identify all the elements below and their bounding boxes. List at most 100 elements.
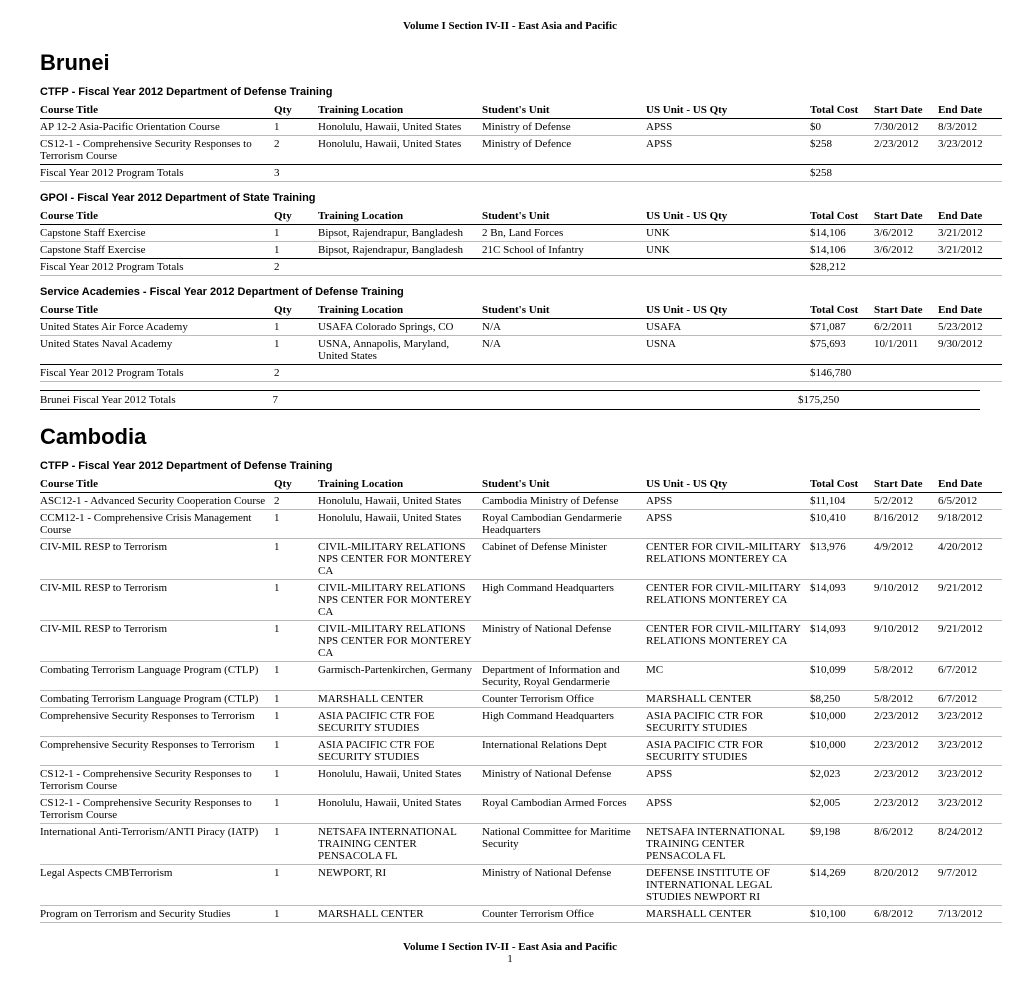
cell-title: CIV-MIL RESP to Terrorism — [40, 621, 274, 662]
cell-title: United States Naval Academy — [40, 336, 274, 365]
cell-cost: $10,000 — [810, 708, 874, 737]
column-header-start: Start Date — [874, 476, 938, 493]
cell-qty: 1 — [274, 795, 318, 824]
training-table: Course TitleQtyTraining LocationStudent'… — [40, 102, 1002, 182]
cell-loc: Honolulu, Hawaii, United States — [318, 510, 482, 539]
column-header-unit: Student's Unit — [482, 102, 646, 119]
cell-end: 7/13/2012 — [938, 906, 1002, 923]
cell-loc: Bipsot, Rajendrapur, Bangladesh — [318, 242, 482, 259]
cell-start: 2/23/2012 — [874, 766, 938, 795]
cell-unit: Department of Information and Security, … — [482, 662, 646, 691]
cell-start: 9/10/2012 — [874, 580, 938, 621]
cell-title: Comprehensive Security Responses to Terr… — [40, 737, 274, 766]
training-table: Course TitleQtyTraining LocationStudent'… — [40, 476, 1002, 923]
cell-end: 6/7/2012 — [938, 691, 1002, 708]
cell-cost: $10,000 — [810, 737, 874, 766]
cell-loc: CIVIL-MILITARY RELATIONS NPS CENTER FOR … — [318, 621, 482, 662]
cell-title: AP 12-2 Asia-Pacific Orientation Course — [40, 119, 274, 136]
cell-unit: High Command Headquarters — [482, 580, 646, 621]
cell-start: 2/23/2012 — [874, 795, 938, 824]
cell-start: 9/10/2012 — [874, 621, 938, 662]
cell-title: Capstone Staff Exercise — [40, 242, 274, 259]
cell-start: 5/8/2012 — [874, 691, 938, 708]
cell-unit: National Committee for Maritime Security — [482, 824, 646, 865]
cell-loc: Honolulu, Hawaii, United States — [318, 795, 482, 824]
table-row: Program on Terrorism and Security Studie… — [40, 906, 1002, 923]
cell-unit: Royal Cambodian Armed Forces — [482, 795, 646, 824]
page-header: Volume I Section IV-II - East Asia and P… — [40, 20, 980, 32]
cell-end: 3/21/2012 — [938, 242, 1002, 259]
cell-qty: 1 — [274, 824, 318, 865]
cell-loc: ASIA PACIFIC CTR FOE SECURITY STUDIES — [318, 737, 482, 766]
column-header-end: End Date — [938, 476, 1002, 493]
column-header-cost: Total Cost — [810, 208, 874, 225]
cell-qty: 2 — [274, 136, 318, 165]
table-row: United States Naval Academy1USNA, Annapo… — [40, 336, 1002, 365]
column-header-title: Course Title — [40, 476, 274, 493]
cell-title: Legal Aspects CMBTerrorism — [40, 865, 274, 906]
cell-usunit: ASIA PACIFIC CTR FOR SECURITY STUDIES — [646, 737, 810, 766]
cell-unit: N/A — [482, 319, 646, 336]
cell-cost: $9,198 — [810, 824, 874, 865]
cell-qty: 1 — [274, 510, 318, 539]
column-header-start: Start Date — [874, 102, 938, 119]
page-footer: Volume I Section IV-II - East Asia and P… — [40, 941, 980, 953]
column-header-unit: Student's Unit — [482, 302, 646, 319]
cell-end: 3/23/2012 — [938, 795, 1002, 824]
column-header-title: Course Title — [40, 208, 274, 225]
cell-title: CCM12-1 - Comprehensive Crisis Managemen… — [40, 510, 274, 539]
table-row: ASC12-1 - Advanced Security Cooperation … — [40, 493, 1002, 510]
cell-end: 9/18/2012 — [938, 510, 1002, 539]
cell-loc: CIVIL-MILITARY RELATIONS NPS CENTER FOR … — [318, 580, 482, 621]
cell-unit: 21C School of Infantry — [482, 242, 646, 259]
cell-start: 6/8/2012 — [874, 906, 938, 923]
cell-loc: MARSHALL CENTER — [318, 906, 482, 923]
section-heading: GPOI - Fiscal Year 2012 Department of St… — [40, 192, 980, 204]
cell-title: CS12-1 - Comprehensive Security Response… — [40, 136, 274, 165]
cell-qty: 1 — [274, 865, 318, 906]
table-row: Comprehensive Security Responses to Terr… — [40, 708, 1002, 737]
cell-start: 5/8/2012 — [874, 662, 938, 691]
cell-qty: 1 — [274, 319, 318, 336]
cell-start: 2/23/2012 — [874, 737, 938, 766]
cell-usunit: MARSHALL CENTER — [646, 691, 810, 708]
column-header-end: End Date — [938, 102, 1002, 119]
cell-loc: Bipsot, Rajendrapur, Bangladesh — [318, 225, 482, 242]
cell-qty: 1 — [274, 242, 318, 259]
column-header-qty: Qty — [274, 302, 318, 319]
cell-end: 5/23/2012 — [938, 319, 1002, 336]
cell-usunit: NETSAFA INTERNATIONAL TRAINING CENTER PE… — [646, 824, 810, 865]
column-header-cost: Total Cost — [810, 476, 874, 493]
cell-end: 9/7/2012 — [938, 865, 1002, 906]
cell-qty: 1 — [274, 119, 318, 136]
cell-end: 3/23/2012 — [938, 766, 1002, 795]
cell-qty: 1 — [274, 621, 318, 662]
cell-cost: $14,106 — [810, 225, 874, 242]
table-row: Combating Terrorism Language Program (CT… — [40, 691, 1002, 708]
cell-qty: 1 — [274, 539, 318, 580]
column-header-qty: Qty — [274, 102, 318, 119]
cell-title: United States Air Force Academy — [40, 319, 274, 336]
cell-usunit: APSS — [646, 795, 810, 824]
cell-loc: MARSHALL CENTER — [318, 691, 482, 708]
cell-title: International Anti-Terrorism/ANTI Piracy… — [40, 824, 274, 865]
cell-unit: Cabinet of Defense Minister — [482, 539, 646, 580]
cell-title: ASC12-1 - Advanced Security Cooperation … — [40, 493, 274, 510]
cell-unit: Counter Terrorism Office — [482, 691, 646, 708]
cell-end: 3/23/2012 — [938, 136, 1002, 165]
table-row: United States Air Force Academy1USAFA Co… — [40, 319, 1002, 336]
cell-start: 10/1/2011 — [874, 336, 938, 365]
cell-loc: Honolulu, Hawaii, United States — [318, 119, 482, 136]
cell-loc: NEWPORT, RI — [318, 865, 482, 906]
cell-start: 7/30/2012 — [874, 119, 938, 136]
cell-unit: N/A — [482, 336, 646, 365]
cell-qty: 1 — [274, 906, 318, 923]
column-header-loc: Training Location — [318, 302, 482, 319]
section-heading: CTFP - Fiscal Year 2012 Department of De… — [40, 460, 980, 472]
training-table: Course TitleQtyTraining LocationStudent'… — [40, 208, 1002, 276]
table-row: Capstone Staff Exercise1Bipsot, Rajendra… — [40, 225, 1002, 242]
cell-unit: Ministry of National Defense — [482, 621, 646, 662]
cell-end: 6/5/2012 — [938, 493, 1002, 510]
cell-cost: $13,976 — [810, 539, 874, 580]
cell-qty: 1 — [274, 737, 318, 766]
